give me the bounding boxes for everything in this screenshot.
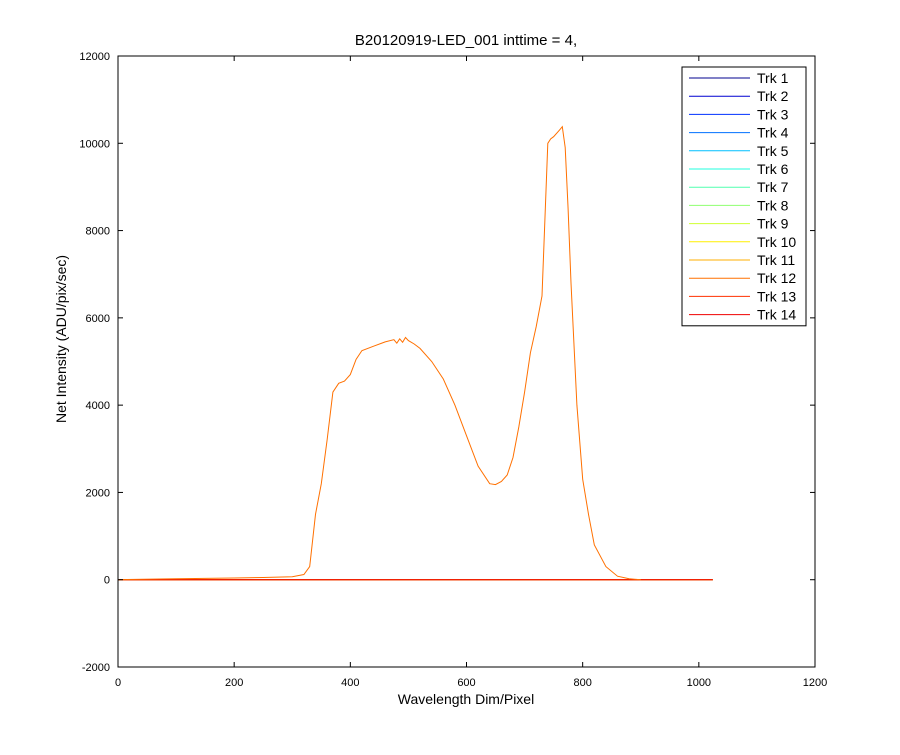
- y-tick-label: 6000: [86, 313, 110, 325]
- y-axis-label: Net Intensity (ADU/pix/sec): [53, 255, 69, 423]
- ticks-layer: 0 200 400 600 800 1000 1200 -2000 0 2000 4000 6000 8…: [79, 51, 827, 689]
- x-tick-label: 600: [457, 677, 475, 689]
- x-axis-label: Wavelength Dim/Pixel: [398, 691, 534, 707]
- series-layer: [117, 125, 713, 581]
- legend-label: Trk 4: [757, 125, 789, 141]
- legend-label: Trk 10: [757, 234, 796, 250]
- x-tick-label: 1200: [803, 677, 827, 689]
- x-tick-label: 400: [341, 677, 359, 689]
- x-tick-label: 0: [115, 677, 121, 689]
- legend: Trk 1 Trk 2 Trk 3 Trk 4 Trk 5 Trk 6 Trk 7 Trk 8…: [681, 66, 807, 327]
- series-line-trk-12: [117, 125, 641, 581]
- legend-label: Trk 7: [757, 179, 789, 195]
- x-tick-label: 200: [225, 677, 243, 689]
- x-tick-label: 800: [573, 677, 591, 689]
- legend-label: Trk 11: [757, 252, 795, 268]
- legend-label: Trk 6: [757, 161, 789, 177]
- legend-label: Trk 13: [757, 288, 796, 304]
- legend-label: Trk 12: [757, 270, 796, 286]
- y-tick-label: -2000: [82, 662, 110, 674]
- y-tick-label: 4000: [86, 400, 110, 412]
- chart-title: B20120919-LED_001 inttime = 4,: [355, 32, 577, 49]
- legend-label: Trk 1: [757, 70, 789, 86]
- y-tick-label: 0: [104, 575, 110, 587]
- y-tick-label: 2000: [86, 487, 110, 499]
- legend-label: Trk 9: [757, 216, 789, 232]
- y-tick-label: 10000: [79, 138, 110, 150]
- y-tick-label: 8000: [86, 226, 110, 238]
- x-tick-label: 1000: [687, 677, 711, 689]
- y-tick-label: 12000: [79, 51, 110, 63]
- legend-label: Trk 3: [757, 106, 789, 122]
- legend-label: Trk 14: [757, 307, 796, 323]
- legend-label: Trk 2: [757, 88, 789, 104]
- legend-label: Trk 5: [757, 143, 789, 159]
- legend-label: Trk 8: [757, 197, 789, 213]
- legend-box: [681, 66, 807, 327]
